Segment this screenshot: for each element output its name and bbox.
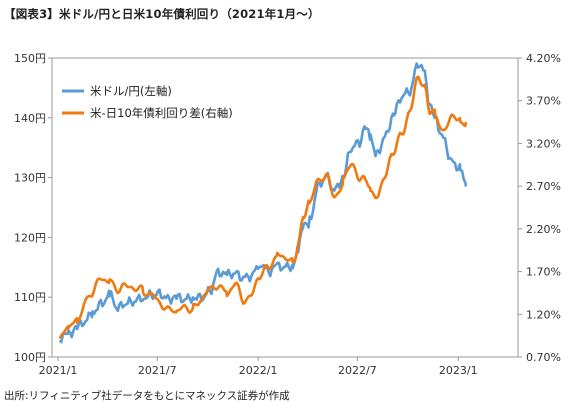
- left-tick-label: 120円: [14, 231, 46, 244]
- yield-spread-line: [58, 75, 468, 340]
- left-axis: 100円 110円 120円 130円 140円 150円: [14, 52, 52, 364]
- source-note: 出所:リフィニティブ社データをもとにマネックス証券が作成: [4, 390, 290, 402]
- legend-label: 米-日10年債利回り差(右軸): [90, 106, 233, 120]
- left-tick-label: 140円: [14, 112, 46, 125]
- left-tick-label: 130円: [14, 172, 46, 185]
- legend-label: 米ドル/円(左軸): [90, 84, 172, 98]
- right-tick-label: 1.70%: [526, 266, 561, 279]
- right-tick-label: 2.70%: [526, 180, 561, 193]
- legend: 米ドル/円(左軸) 米-日10年債利回り差(右軸): [62, 84, 233, 120]
- right-tick-label: 2.20%: [526, 223, 561, 236]
- x-tick-label: 2021/1: [39, 364, 78, 377]
- x-tick-label: 2021/7: [138, 364, 177, 377]
- plot-frame: [51, 57, 519, 358]
- x-tick-label: 2023/1: [439, 364, 478, 377]
- x-axis: 2021/1 2021/7 2022/1 2022/7 2023/1: [39, 357, 478, 377]
- series-layer: [58, 62, 468, 344]
- left-tick-label: 100円: [14, 351, 46, 364]
- right-tick-label: 4.20%: [526, 52, 561, 65]
- right-tick-label: 3.20%: [526, 137, 561, 150]
- right-tick-label: 1.20%: [526, 308, 561, 321]
- left-tick-label: 110円: [14, 291, 46, 304]
- right-tick-label: 0.70%: [526, 351, 561, 364]
- right-tick-label: 3.70%: [526, 95, 561, 108]
- x-tick-label: 2022/7: [338, 364, 377, 377]
- left-tick-label: 150円: [14, 52, 46, 65]
- x-tick-label: 2022/1: [239, 364, 278, 377]
- chart-title: 【図表3】米ドル/円と日米10年債利回り（2021年1月〜）: [4, 7, 320, 21]
- right-axis: 0.70% 1.20% 1.70% 2.20% 2.70% 3.20% 3.70% 4.20%: [518, 52, 561, 364]
